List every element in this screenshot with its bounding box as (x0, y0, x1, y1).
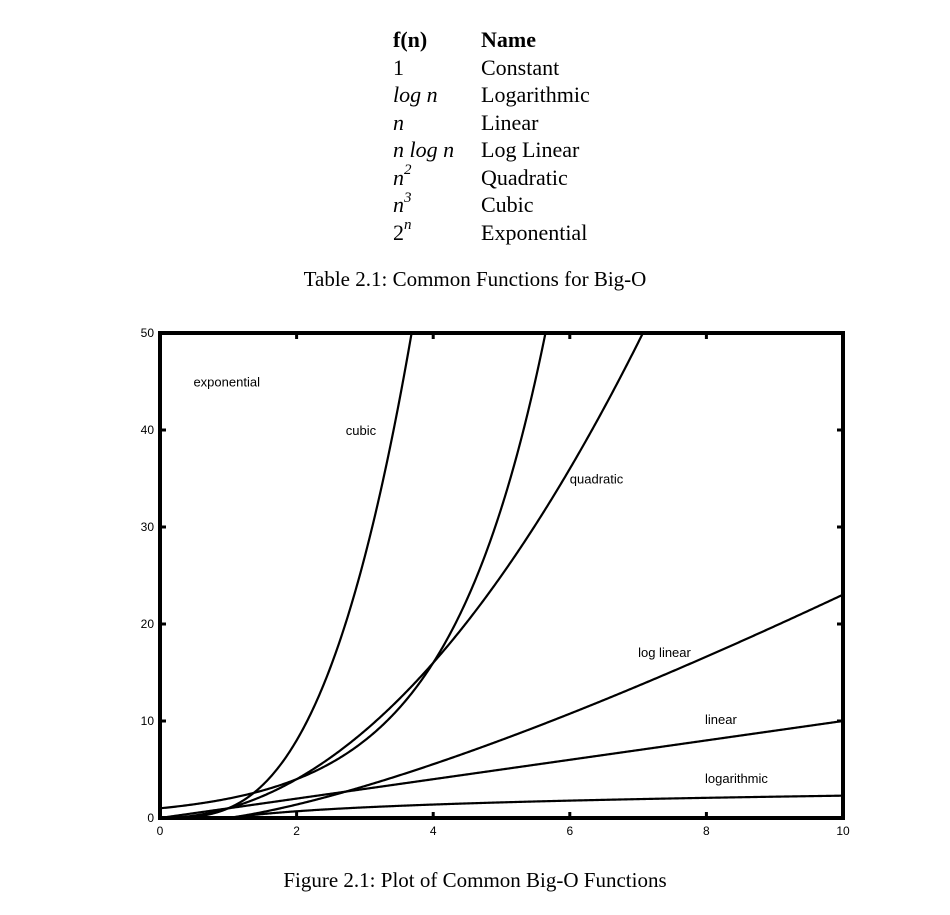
name-cell: Log Linear (481, 137, 580, 162)
y-tick-label: 30 (141, 520, 155, 534)
exponent: 2 (404, 162, 412, 179)
y-tick-label: 0 (147, 811, 154, 825)
fn-cell: 2n (393, 217, 412, 245)
y-tick-label: 20 (141, 617, 155, 631)
fn-cell: n log n (393, 137, 455, 162)
fn-cell: 1 (393, 54, 404, 80)
table-header-row: f(n) Name (393, 26, 590, 54)
x-tick-label: 4 (430, 824, 437, 838)
series-line-exponential (160, 333, 547, 810)
curve-label-log-linear: log linear (638, 645, 691, 660)
x-tick-label: 8 (703, 824, 710, 838)
curve-label-cubic: cubic (346, 423, 377, 438)
column-header-name: Name (481, 27, 536, 52)
exponent: 3 (404, 189, 412, 206)
x-tick-label: 2 (293, 824, 300, 838)
fn-cell: n (393, 109, 404, 135)
series-line-linear (160, 719, 843, 818)
series-line-log-linear (160, 593, 843, 818)
big-o-table: f(n) Name 1 Constant log n Logarithmic n… (393, 26, 590, 246)
y-tick-label: 50 (141, 326, 155, 340)
name-cell: Quadratic (481, 164, 568, 190)
series-line-logarithmic (228, 794, 843, 818)
y-tick-label: 40 (141, 423, 155, 437)
name-cell: Logarithmic (481, 82, 590, 107)
table-row: n log n Log Linear (393, 136, 590, 164)
table-row: 2n Exponential (393, 217, 590, 247)
table-row: log n Logarithmic (393, 81, 590, 109)
plot-frame (158, 331, 845, 820)
fn-cell: log n (393, 82, 438, 107)
fn-cell: n3 (393, 189, 412, 217)
table-caption: Table 2.1: Common Functions for Big-O (303, 267, 647, 291)
series-line-quadratic (160, 333, 645, 818)
table-row: n2 Quadratic (393, 162, 590, 192)
exponent: n (404, 217, 412, 234)
table-row: 1 Constant (393, 54, 590, 82)
x-tick-label: 6 (566, 824, 573, 838)
big-o-plot: 0 2 4 6 8 10 0 10 20 30 40 50 exponential cubic quadra… (141, 326, 850, 838)
name-cell: Exponential (481, 219, 588, 245)
name-cell: Cubic (481, 192, 534, 217)
curve-label-exponential: exponential (193, 374, 260, 389)
column-header-fn: f(n) (393, 27, 428, 52)
fn-cell: n2 (393, 162, 412, 190)
x-tick-label: 10 (836, 824, 850, 838)
series-line-cubic (160, 333, 413, 818)
table-row: n Linear (393, 109, 590, 137)
curve-label-quadratic: quadratic (570, 471, 624, 486)
y-tick-label: 10 (141, 714, 155, 728)
table-row: n3 Cubic (393, 189, 590, 219)
curve-label-logarithmic: logarithmic (705, 771, 768, 786)
curve-label-linear: linear (705, 712, 737, 727)
name-cell: Constant (481, 54, 560, 80)
x-tick-label: 0 (157, 824, 164, 838)
figure-caption: Figure 2.1: Plot of Common Big-O Functio… (283, 868, 667, 892)
name-cell: Linear (481, 109, 539, 135)
